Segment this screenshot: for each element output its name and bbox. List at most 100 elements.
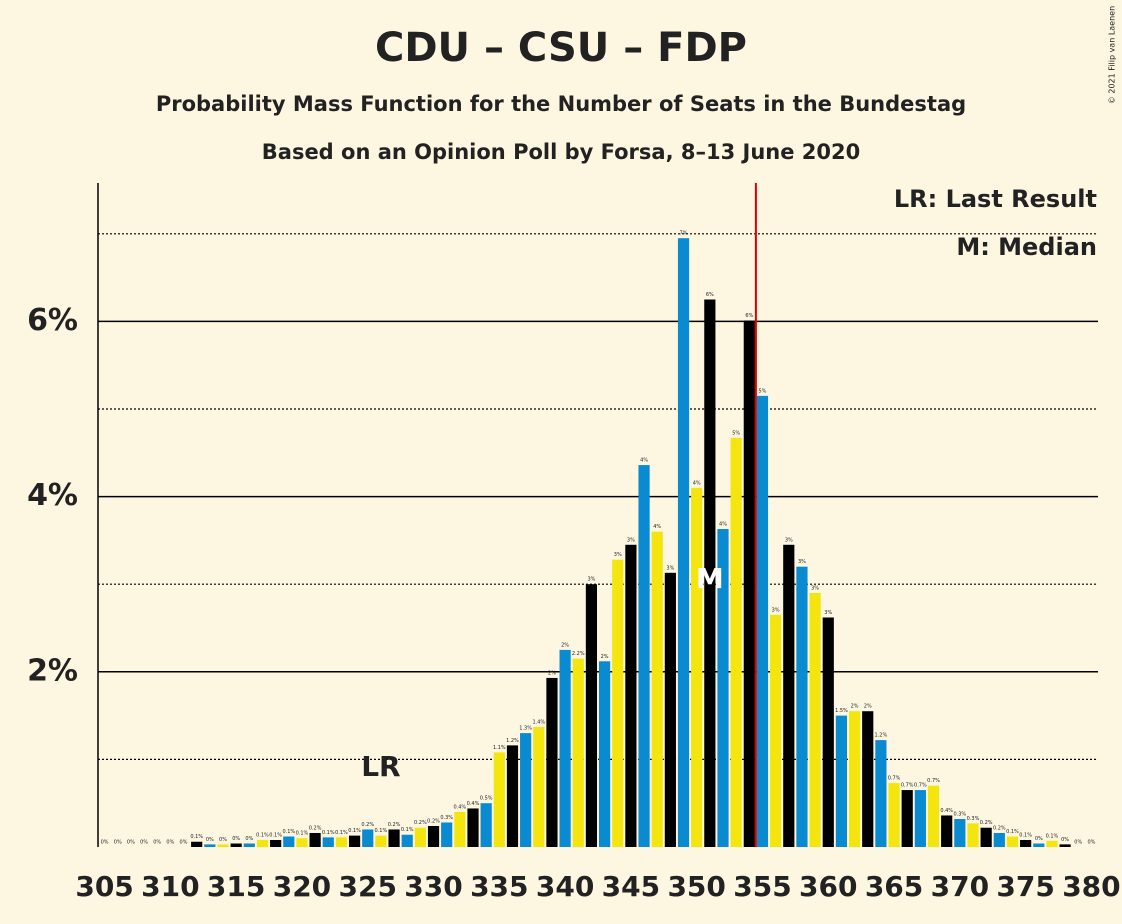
bar [651,531,663,847]
data-label: 4% [640,458,648,464]
chart-subtitle: Based on an Opinion Poll by Forsa, 8–13 … [262,140,860,164]
data-label: 0.2% [309,825,322,831]
data-label: 1.3% [519,726,532,732]
data-label: 0% [206,837,214,843]
data-label: 1.2% [875,733,888,739]
data-label: 0.1% [322,830,335,836]
bar [546,677,558,847]
bar [835,715,848,847]
data-label: 4% [653,524,661,530]
data-label: 0.1% [296,831,309,837]
data-label: 0% [1035,836,1043,842]
data-label: 0.1% [335,830,348,836]
data-label: 0.1% [1046,833,1059,839]
bar [888,783,900,847]
bar [204,844,216,847]
data-label: 0.2% [414,820,427,826]
data-label: 3% [587,577,595,583]
bar [1046,840,1058,847]
data-label: 0% [219,837,227,843]
bar [848,711,861,847]
bar [375,835,387,847]
x-tick-label: 340 [536,870,594,903]
y-tick-label: 4% [27,478,78,513]
data-label: 0% [114,840,122,846]
annotation: M [696,562,724,595]
bar [270,839,282,847]
data-label: 0.2% [993,825,1006,831]
data-label: 1.5% [835,708,848,714]
data-label: 6% [706,292,714,298]
x-tick-label: 345 [602,870,660,903]
bar [322,837,334,847]
bar [927,785,940,847]
legend-entry: LR: Last Result [894,185,1097,213]
x-tick-label: 305 [75,870,133,903]
data-label: 0.1% [348,828,361,834]
bar [414,827,426,847]
bar [598,661,611,847]
bar [217,844,229,847]
bar [743,320,755,847]
data-label: 0% [245,836,253,842]
data-label: 1.2% [506,738,519,744]
bar [980,827,992,847]
data-label: 0% [140,840,148,846]
chart-title: CDU – CSU – FDP [375,25,747,71]
data-label: 0.3% [440,815,453,821]
bar [243,843,255,847]
bar [506,745,519,847]
bar [756,395,769,847]
bar [993,832,1005,847]
bar [901,790,913,847]
bar [914,790,926,847]
data-label: 3% [785,537,793,543]
bar [230,843,242,847]
x-tick-label: 370 [931,870,989,903]
bar [664,572,676,847]
x-tick-label: 320 [273,870,331,903]
bar [967,823,979,847]
data-label: 0% [1061,837,1069,843]
y-tick-label: 2% [27,653,78,688]
bar [467,808,479,847]
bar [822,617,834,847]
bar [362,829,374,847]
bar [809,592,821,847]
bar [480,803,492,847]
bar [388,829,400,847]
data-label: 1.4% [532,719,545,725]
data-label: 0.7% [901,783,914,789]
bar [625,544,637,847]
bar [730,437,742,847]
bar [533,726,545,847]
data-label: 0% [232,836,240,842]
bar [1006,836,1019,847]
bar [283,836,295,847]
bar [862,711,874,847]
x-tick-label: 380 [1062,870,1120,903]
annotation: LR [361,750,400,783]
x-tick-label: 350 [667,870,725,903]
bar [1059,844,1071,847]
x-tick-label: 360 [799,870,857,903]
data-label: 2% [864,704,872,710]
x-tick-label: 315 [207,870,265,903]
data-label: 0.1% [1006,829,1019,835]
bar [191,841,203,847]
bar [612,559,624,847]
data-label: 0.3% [953,811,966,817]
bar [677,238,690,848]
data-label: 0.3% [967,816,980,822]
bar [638,465,650,847]
data-label: 0.5% [480,796,493,802]
data-label: 3% [824,610,832,616]
data-label: 0% [101,840,109,846]
bar [770,614,782,847]
data-label: 0% [127,840,135,846]
bar [427,825,440,847]
bar [783,544,795,847]
bar [704,299,716,847]
data-label: 0% [166,840,174,846]
